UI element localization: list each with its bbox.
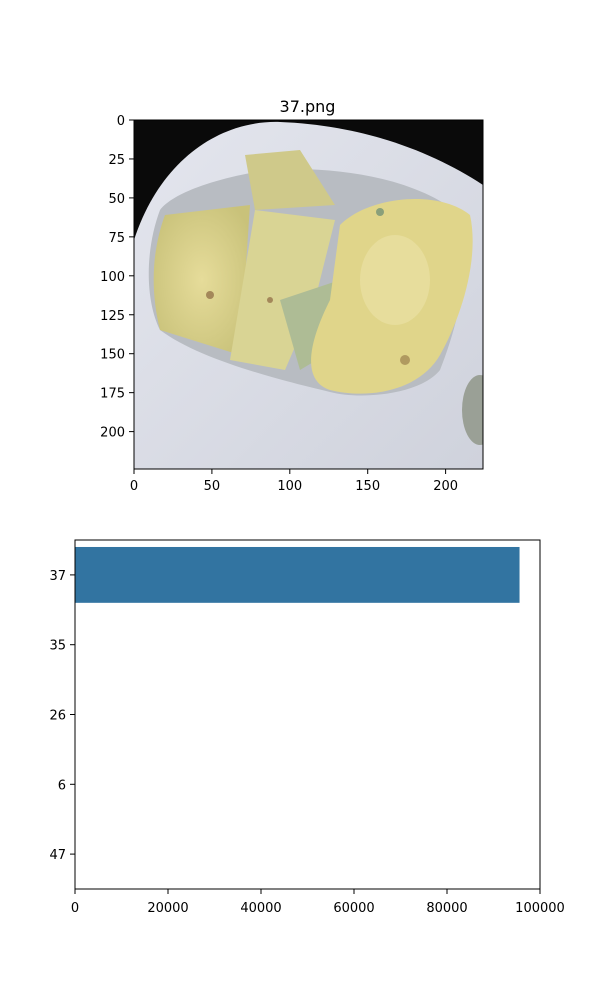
image-x-tick-label: 50: [204, 479, 221, 494]
image-y-tick-label: 0: [117, 114, 125, 129]
bar-x-tick-label: 20000: [147, 901, 188, 916]
image-y-ticks: 0 25 50 75 100 125 150 175 200: [100, 114, 134, 441]
image-x-tick-label: 150: [355, 479, 380, 494]
bar-y-tick-label: 47: [49, 848, 66, 863]
image-y-tick-label: 125: [100, 309, 125, 324]
bar-panel: 0 20000 40000 60000 80000 100000 37 35 26 6 47: [49, 539, 565, 916]
food-piece-back: [245, 150, 335, 210]
bar-y-tick-label: 26: [49, 709, 66, 724]
bar-37: [75, 546, 520, 603]
image-y-tick-label: 200: [100, 426, 125, 441]
bar-x-tick-label: 40000: [240, 901, 281, 916]
image-frame: [133, 119, 484, 470]
food-piece-left: [153, 205, 250, 355]
food-highlight: [360, 235, 430, 325]
image-title: 37.png: [280, 97, 336, 116]
image-x-tick-label: 200: [433, 479, 458, 494]
food-speck: [376, 208, 384, 216]
image-y-tick-label: 150: [100, 348, 125, 363]
image-y-tick-label: 175: [100, 387, 125, 402]
bar-x-tick-label: 0: [71, 901, 79, 916]
bar-y-tick-label: 37: [49, 569, 66, 584]
image-panel: 37.png: [100, 97, 484, 494]
image-y-tick-label: 100: [100, 270, 125, 285]
bar-x-tick-label: 60000: [333, 901, 374, 916]
image-y-tick-label: 75: [108, 231, 125, 246]
image-y-tick-label: 50: [108, 192, 125, 207]
food-speck: [400, 355, 410, 365]
image-x-tick-label: 100: [277, 479, 302, 494]
bar-x-ticks: 0 20000 40000 60000 80000 100000: [71, 889, 565, 916]
bar-y-tick-label: 6: [58, 778, 66, 793]
bar-x-tick-label: 80000: [426, 901, 467, 916]
bar-y-tick-label: 35: [49, 639, 66, 654]
bar-x-tick-label: 100000: [515, 901, 565, 916]
image-y-tick-label: 25: [108, 153, 125, 168]
food-piece-middle: [230, 210, 335, 370]
image-content: [133, 119, 484, 470]
bars: [75, 546, 520, 603]
food-speck: [206, 291, 214, 299]
tray-cavity: [462, 375, 483, 445]
bar-y-ticks: 37 35 26 6 47: [49, 569, 75, 863]
image-x-ticks: 0 50 100 150 200: [130, 469, 458, 494]
food-speck: [267, 297, 273, 303]
image-x-tick-label: 0: [130, 479, 138, 494]
